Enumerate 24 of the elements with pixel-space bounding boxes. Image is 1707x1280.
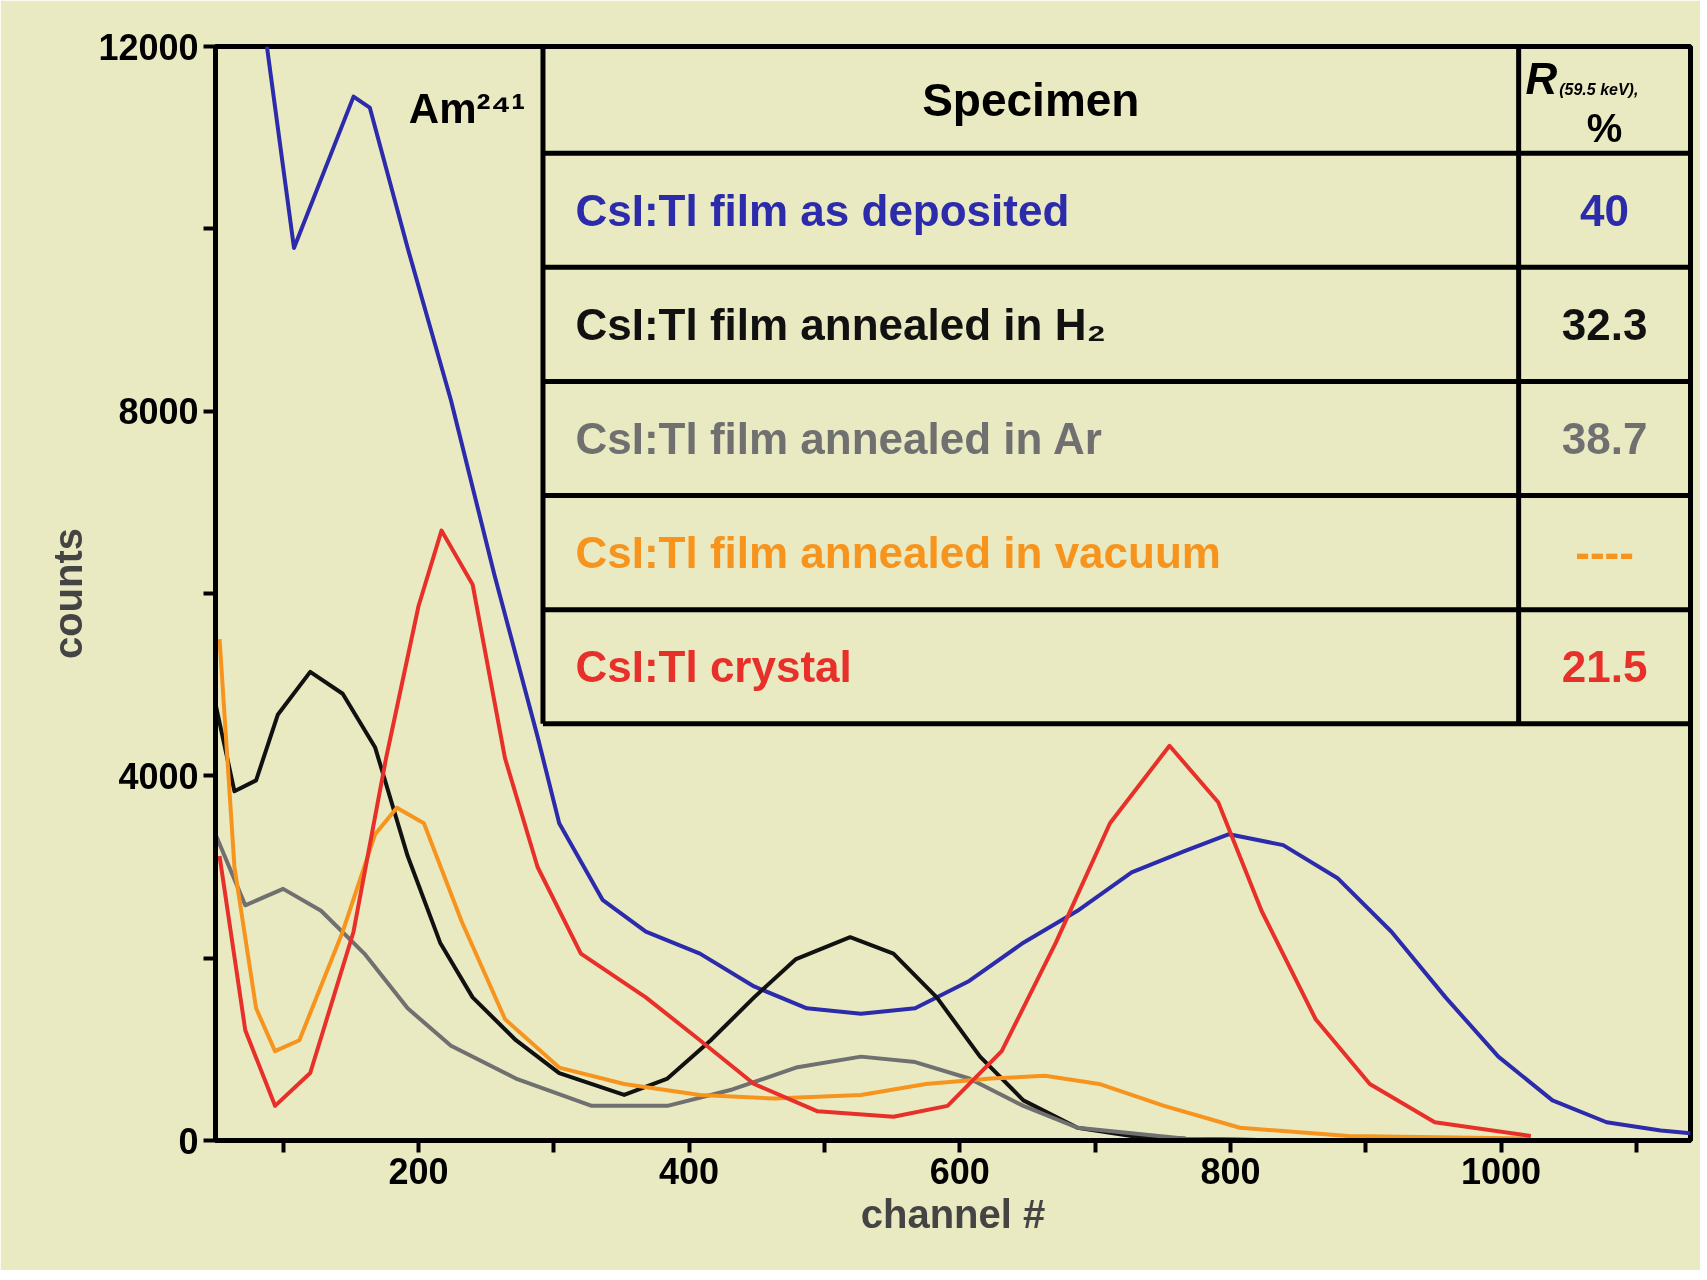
annotation: ---- xyxy=(1575,528,1634,578)
x-tick-label: 1000 xyxy=(1461,1150,1542,1192)
y-axis-title: counts xyxy=(46,527,91,660)
series-label: CsI:Tl crystal xyxy=(575,642,852,692)
y-tick-label: 0 xyxy=(178,1120,199,1162)
annotation: 40 xyxy=(1580,185,1630,235)
y-tick-label: 4000 xyxy=(118,755,199,797)
text: CsI:Tl film annealed in H₂ xyxy=(575,299,1106,349)
text: CsI:Tl film annealed in Ar xyxy=(575,414,1102,464)
legend-title: Specimen xyxy=(922,73,1140,126)
annotation: 21.5 xyxy=(1561,642,1648,692)
x-tick-label: 400 xyxy=(659,1150,720,1192)
y-tick-label: 8000 xyxy=(118,391,199,433)
text: CsI:Tl film as deposited xyxy=(575,185,1070,235)
annotation: 38.7 xyxy=(1561,414,1648,464)
text: CsI:Tl film annealed in vacuum xyxy=(575,528,1221,578)
x-tick-label: 600 xyxy=(929,1150,990,1192)
annotation: 32.3 xyxy=(1561,299,1648,349)
x-tick-label: 200 xyxy=(388,1150,449,1192)
y-tick-label: 12000 xyxy=(98,26,199,68)
annotation: R(59.5 keV), % xyxy=(1525,53,1639,151)
x-axis-title: channel # xyxy=(860,1191,1046,1236)
annotation: Am²⁴¹ xyxy=(408,84,526,132)
x-tick-label: 800 xyxy=(1200,1150,1261,1192)
